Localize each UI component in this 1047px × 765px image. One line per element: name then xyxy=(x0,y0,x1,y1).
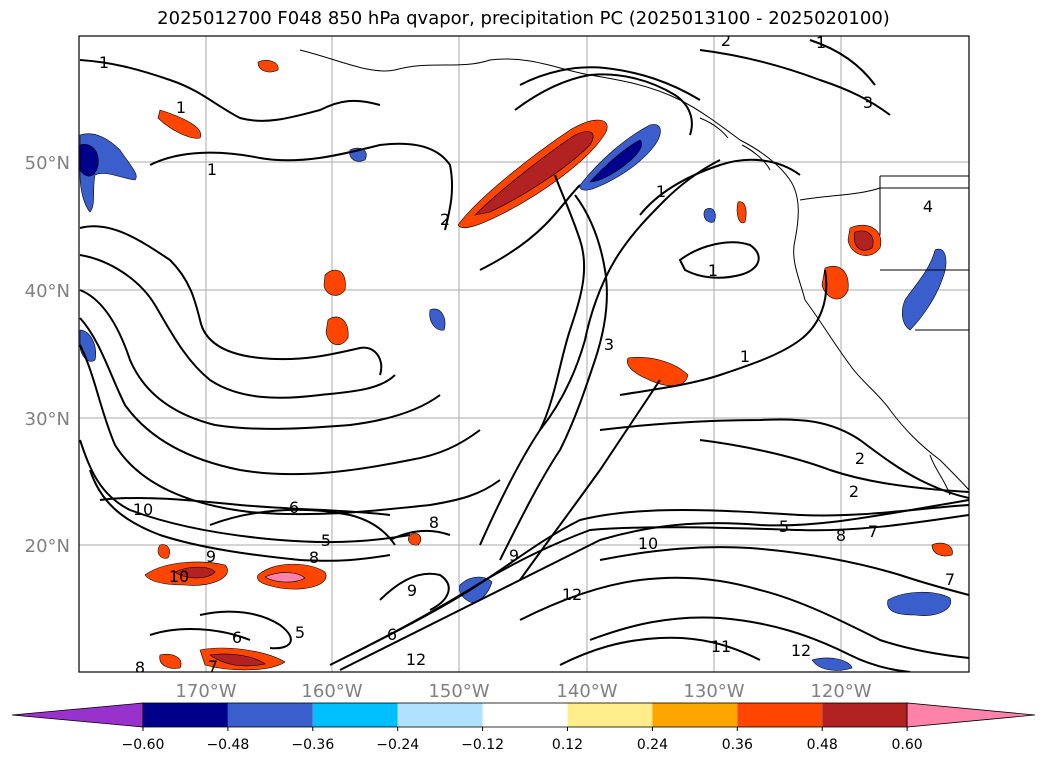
colorbar-box xyxy=(143,703,228,727)
map-title: 2025012700 F048 850 hPa qvapor, precipit… xyxy=(157,8,890,29)
colorbar-tick-label: −0.36 xyxy=(291,737,334,753)
colorbar-extend-left xyxy=(11,702,144,728)
contour-label: 3 xyxy=(863,93,873,112)
colorbar-outline xyxy=(142,702,908,728)
colorbar-box xyxy=(737,703,823,727)
contour-label: 5 xyxy=(295,623,305,642)
contour-label: 3 xyxy=(604,335,614,354)
contour-label: 7 xyxy=(208,657,218,676)
precip-positive-blobs xyxy=(144,60,953,671)
contour-label: 1 xyxy=(708,261,718,280)
lat-label: 30°N xyxy=(25,409,70,430)
lat-label: 20°N xyxy=(25,536,70,557)
contour-label: 9 xyxy=(206,547,216,566)
contour-label: 8 xyxy=(135,658,145,677)
contour-label: 1 xyxy=(816,33,826,52)
contour-label: 6 xyxy=(232,628,242,647)
colorbar-box xyxy=(482,703,568,727)
qvapor-contours xyxy=(79,39,969,672)
lon-labels: 170°W 160°W 150°W 140°W 130°W 120°W xyxy=(175,681,871,702)
colorbar-tick-label: 0.36 xyxy=(722,737,753,753)
colorbar-tick-label: −0.60 xyxy=(122,737,165,753)
colorbar-tick-label: −0.48 xyxy=(206,737,249,753)
contour-label: 2 xyxy=(855,449,865,468)
contour-label: 9 xyxy=(509,546,519,565)
contour-label: 8 xyxy=(429,513,439,532)
contour-label: 10 xyxy=(638,534,658,553)
lon-label: 120°W xyxy=(810,681,871,702)
contour-label: 12 xyxy=(406,650,426,669)
lat-labels: 50°N 40°N 30°N 20°N xyxy=(25,153,70,557)
contour-label: 11 xyxy=(711,637,731,656)
contour-label: 4 xyxy=(923,197,933,216)
map-frame xyxy=(78,35,970,673)
colorbar-box xyxy=(397,703,483,727)
lon-label: 130°W xyxy=(683,681,744,702)
colorbar-box xyxy=(822,703,908,727)
lat-label: 50°N xyxy=(25,153,70,174)
contour-label: 8 xyxy=(309,548,319,567)
lat-label: 40°N xyxy=(25,281,70,302)
colorbar-extend-right xyxy=(906,702,1036,728)
colorbar-tick-label: 0.24 xyxy=(637,737,668,753)
colorbar-box xyxy=(652,703,738,727)
contour-labels: 1 1 1 1 1 1 1 2 2 2 2 3 3 4 5 5 5 6 6 6 … xyxy=(99,31,955,677)
contour-label: 1 xyxy=(656,182,666,201)
contour-label: 7 xyxy=(945,570,955,589)
gridlines xyxy=(79,36,969,672)
contour-label: 2 xyxy=(721,31,731,50)
contour-label: 1 xyxy=(99,53,109,72)
contour-label: 5 xyxy=(321,531,331,550)
colorbar-box xyxy=(312,703,398,727)
lon-label: 170°W xyxy=(175,681,236,702)
colorbar-box xyxy=(567,703,653,727)
lon-label: 160°W xyxy=(301,681,362,702)
contour-label: 9 xyxy=(407,581,417,600)
colorbar-box xyxy=(227,703,313,727)
contour-label: 1 xyxy=(740,347,750,366)
contour-label: 6 xyxy=(289,498,299,517)
colorbar-tick-label: −0.24 xyxy=(376,737,419,753)
contour-label: 8 xyxy=(836,526,846,545)
contour-label: 10 xyxy=(133,500,153,519)
contour-label: 12 xyxy=(791,641,811,660)
contour-label: 2 xyxy=(440,210,450,229)
colorbar: −0.60 −0.48 −0.36 −0.24 −0.12 0.12 0.24 0.36 0.4… xyxy=(11,702,1036,753)
contour-label: 5 xyxy=(779,517,789,536)
contour-label: 6 xyxy=(387,625,397,644)
contour-label: 10 xyxy=(169,567,189,586)
coastlines xyxy=(299,49,969,496)
contour-label: 2 xyxy=(849,482,859,501)
contour-label: 1 xyxy=(207,160,217,179)
colorbar-tick-label: 0.12 xyxy=(552,737,583,753)
lon-label: 140°W xyxy=(556,681,617,702)
colorbar-tick-label: 0.48 xyxy=(807,737,838,753)
lon-label: 150°W xyxy=(428,681,489,702)
contour-label: 7 xyxy=(868,522,878,541)
colorbar-tick-label: −0.12 xyxy=(461,737,504,753)
contour-label: 1 xyxy=(176,98,186,117)
colorbar-tick-label: 0.60 xyxy=(892,737,923,753)
contour-label: 12 xyxy=(562,585,582,604)
